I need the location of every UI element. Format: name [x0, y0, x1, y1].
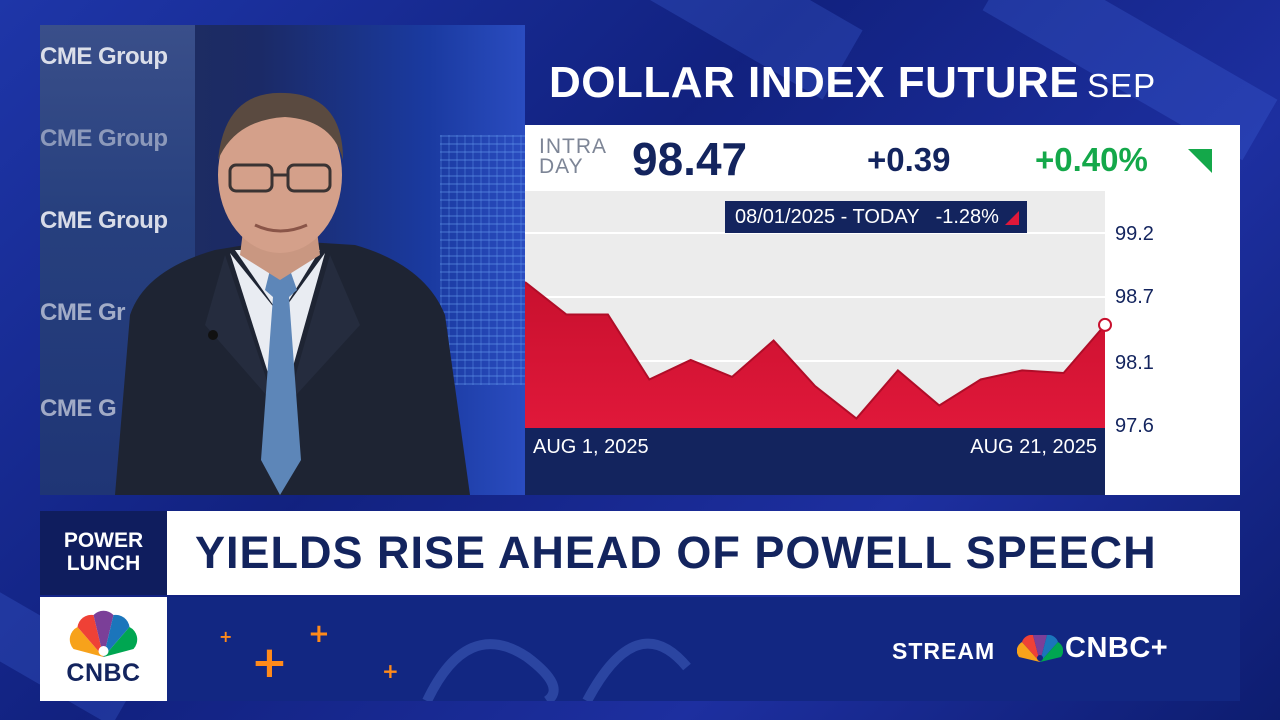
headline: YIELDS RISE AHEAD OF POWELL SPEECH — [195, 527, 1157, 578]
percent-change: +0.40% — [1035, 141, 1148, 178]
presenter-figure — [115, 92, 470, 495]
price-change: +0.39 — [867, 141, 951, 178]
y-tick-label: 97.6 — [1115, 415, 1154, 437]
quote-bar: INTRA DAY 98.47 +0.39 +0.40% — [525, 125, 1240, 191]
wall-logo-text: CME Group — [40, 43, 168, 70]
y-tick-label: 98.7 — [1115, 286, 1154, 308]
wall-logo-text: CME Group — [40, 207, 168, 234]
wall-logo-text: CME Gr — [40, 299, 126, 326]
stream-brand: CNBC+ — [1065, 632, 1169, 664]
ticker-board — [440, 135, 525, 385]
price-chart: 99.2 98.7 98.1 97.6 AUG 1, 2025 AUG 21, 2025 … — [525, 191, 1240, 495]
show-name-line2: LUNCH — [66, 552, 141, 575]
date-band — [525, 428, 1105, 495]
plus-icon: + — [219, 627, 233, 646]
intraday-label: INTRA DAY — [539, 135, 607, 178]
data-point — [1098, 317, 1112, 332]
series-line — [525, 281, 1106, 420]
plus-icon: + — [308, 619, 330, 649]
x-start-label: AUG 1, 2025 — [533, 436, 649, 458]
intraday-label-line1: INTRA — [539, 135, 607, 158]
show-name-box: POWER LUNCH — [40, 511, 167, 595]
red-arrow-icon — [1004, 211, 1019, 225]
wall-logo-text: CME Group — [40, 125, 168, 152]
peacock-icon — [1017, 635, 1063, 662]
bottom-strip: + + + + STREAM CNBC+ — [167, 597, 1240, 701]
headline-bar: YIELDS RISE AHEAD OF POWELL SPEECH — [167, 511, 1240, 595]
chart-svg: 99.2 98.7 98.1 97.6 AUG 1, 2025 AUG 21, 2025 — [525, 191, 1154, 495]
stream-label: STREAM — [892, 638, 996, 664]
network-name: CNBC — [66, 659, 141, 687]
range-badge: 08/01/2025 - TODAY -1.28% — [725, 201, 1027, 233]
intraday-label-line2: DAY — [539, 155, 584, 178]
strip-decoration — [422, 638, 691, 701]
series-area — [525, 282, 1105, 428]
chart-title: DOLLAR INDEX FUTURE SEP — [549, 58, 1156, 108]
chart-title-text: DOLLAR INDEX FUTURE — [549, 58, 1080, 107]
current-price: 98.47 — [632, 133, 748, 185]
presenter-video: CME Group CME Group CME Group CME Gr CME… — [40, 25, 525, 495]
range-percent: -1.28% — [935, 206, 999, 228]
peacock-icon — [69, 610, 138, 657]
range-label: 08/01/2025 - TODAY — [735, 206, 920, 228]
show-name: POWER LUNCH — [40, 529, 167, 575]
contract-month: SEP — [1087, 67, 1157, 104]
show-name-line1: POWER — [63, 529, 144, 552]
x-end-label: AUG 21, 2025 — [970, 436, 1097, 458]
wall-logo-text: CME G — [40, 395, 117, 422]
y-tick-label: 99.2 — [1115, 223, 1154, 245]
network-logo: CNBC — [40, 597, 167, 701]
green-arrow-icon — [1188, 149, 1212, 173]
plus-icon: + — [382, 659, 399, 683]
y-tick-label: 98.1 — [1115, 352, 1154, 374]
plus-icon: + — [251, 637, 288, 688]
